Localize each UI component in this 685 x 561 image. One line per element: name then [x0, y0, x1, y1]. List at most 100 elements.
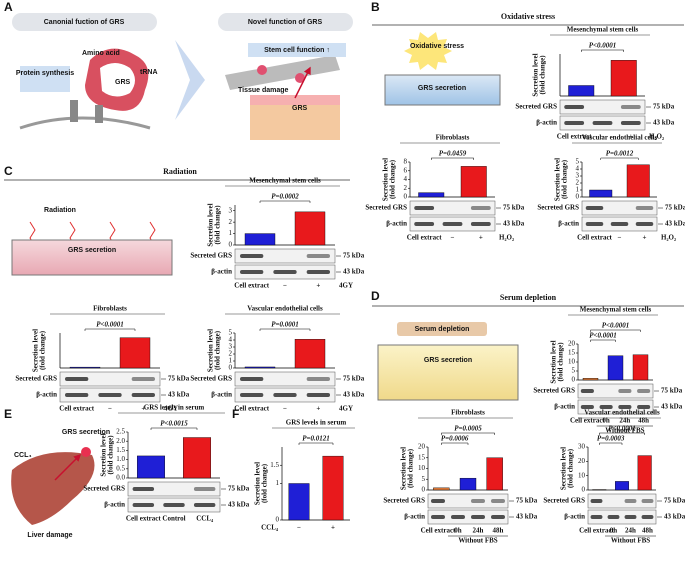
lane-label: 24h [473, 527, 484, 535]
dot [81, 447, 91, 457]
bracket [150, 427, 198, 430]
lane-label: 0h [454, 527, 462, 535]
marker-label: 75 kDa [168, 375, 190, 383]
panel-label: C [4, 164, 13, 178]
bar [288, 483, 310, 521]
panel-label: F [232, 407, 239, 421]
band [471, 499, 485, 503]
y-axis-label: Secretion level [400, 447, 408, 490]
bar [568, 85, 595, 97]
blot-row-label: Secreted GRS [383, 497, 425, 505]
y-tick-label: 1.0 [116, 455, 125, 463]
band [471, 515, 485, 519]
marker-label: 43 kDa [503, 220, 525, 228]
band [590, 499, 603, 503]
y-tick-label: 1.5 [116, 446, 125, 454]
lane-label: Cell extract [421, 527, 456, 535]
y-axis-label: Secretion level [554, 158, 562, 201]
y-tick-label: 0 [576, 193, 580, 201]
p-value: P=0.0001 [271, 321, 299, 329]
y-tick-label: 1.5 [270, 461, 279, 469]
cell [295, 73, 305, 83]
y-axis-label: Secretion level [100, 433, 108, 476]
bar [244, 233, 276, 246]
bracket [581, 49, 624, 52]
chart-title: Fibroblasts [93, 305, 127, 313]
blot-row-label: Secreted GRS [543, 497, 585, 505]
p-value: P<0.0001 [589, 332, 617, 340]
marker-label: 75 kDa [653, 103, 675, 111]
band [618, 389, 632, 393]
blot-row-label: β-actin [386, 220, 407, 228]
treatment-label: Without FBS [458, 537, 497, 545]
y-axis-label: (fold change) [557, 342, 565, 382]
band [193, 503, 216, 507]
y-tick-label: 0 [229, 364, 233, 372]
marker-label: 43 kDa [661, 403, 683, 411]
bracket [600, 157, 639, 160]
lane-label: + [141, 405, 145, 413]
band [132, 487, 155, 491]
ribosome [19, 116, 151, 130]
bracket [599, 432, 645, 435]
y-tick-label: 2 [229, 350, 233, 358]
lane-label: + [643, 234, 647, 242]
blot-row-label: β-actin [536, 119, 557, 127]
bar [637, 455, 652, 491]
band [240, 270, 264, 274]
label: CCL₄ [14, 452, 32, 459]
bar [582, 378, 599, 381]
blot [577, 383, 654, 399]
label: GRS secretion [68, 247, 116, 254]
marker-label: 75 kDa [343, 375, 365, 383]
y-axis-label: Secretion level [560, 447, 568, 490]
section-title: Radiation [163, 167, 197, 176]
box [20, 66, 70, 92]
marker-label: 75 kDa [228, 485, 250, 493]
bar [136, 455, 165, 479]
band [273, 270, 297, 274]
band [585, 222, 604, 226]
y-tick-label: 5 [422, 475, 426, 483]
arrow [175, 40, 205, 120]
lane-label: Cell extract [234, 405, 269, 413]
label: Radiation [44, 207, 76, 214]
bar [607, 355, 624, 381]
lane-label: Cell extract [59, 405, 94, 413]
lane-label: Cell extract [577, 234, 612, 242]
band [414, 206, 435, 210]
blot [234, 248, 336, 264]
bracket [599, 442, 623, 445]
band [65, 393, 89, 397]
label: GRS secretion [424, 357, 472, 364]
lane-label: − [297, 524, 301, 532]
band [564, 121, 585, 125]
band [240, 254, 264, 258]
bracket [590, 329, 641, 332]
bracket [259, 200, 311, 203]
box [248, 43, 346, 57]
bar [418, 192, 445, 198]
label: Oxidative stress [410, 43, 464, 50]
chart-title: GRS levels in serum [286, 419, 347, 427]
treatment-label: Without FBS [605, 427, 644, 435]
marker-label: 75 kDa [665, 204, 685, 212]
blot [581, 200, 658, 216]
treatment-label: H₂O₂ [499, 234, 514, 242]
y-axis-label: Secretion level [207, 329, 215, 372]
lane-label: − [451, 234, 455, 242]
y-axis-label: (fold change) [214, 205, 222, 245]
y-axis-label: Secretion level [532, 53, 540, 96]
y-tick-label: 0.0 [116, 474, 125, 482]
arrow [294, 66, 311, 99]
y-axis-label: (fold change) [561, 159, 569, 199]
label: Tissue damage [238, 87, 289, 94]
y-tick-label: 2.5 [116, 428, 125, 436]
label: GRS secretion [418, 85, 466, 92]
lane-label: 48h [493, 527, 504, 535]
blot-row-label: β-actin [554, 403, 575, 411]
bar [244, 366, 276, 369]
bracket [298, 442, 334, 445]
illustration: GRS secretion CCL₄ Liver damage [11, 429, 110, 539]
